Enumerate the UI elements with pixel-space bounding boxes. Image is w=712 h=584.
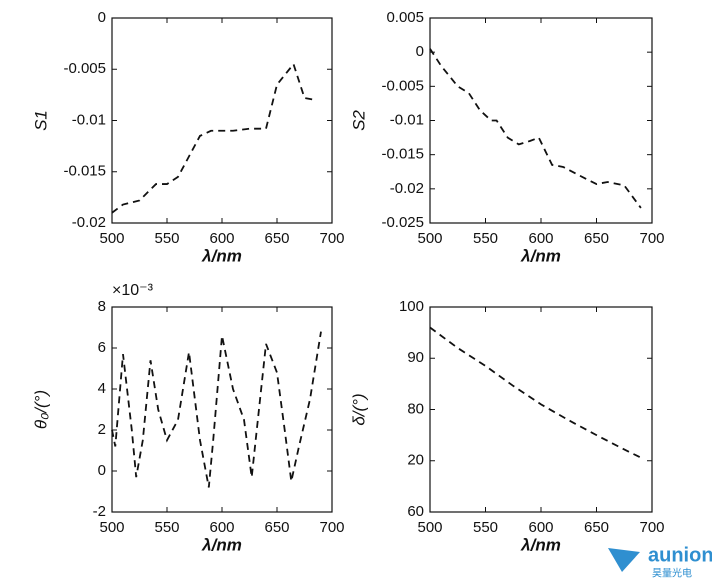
data-line	[429, 48, 642, 209]
axes-box	[111, 17, 333, 224]
x-axis-label: λ/nm	[520, 246, 561, 265]
x-tick-label: 650	[264, 519, 289, 536]
x-tick-label: 500	[417, 519, 442, 536]
x-axis-label: λ/nm	[201, 246, 242, 265]
axes-box	[429, 306, 653, 513]
y-tick-label: -0.01	[72, 111, 106, 128]
x-tick-label: 650	[584, 519, 609, 536]
x-tick-label: 700	[639, 230, 664, 247]
y-tick-label: 0	[416, 43, 424, 60]
data-line	[429, 326, 642, 459]
y-axis-label: θ₀/(°)	[31, 390, 50, 429]
y-axis-label: δ/(°)	[349, 393, 368, 425]
y-tick-label: 0.005	[386, 9, 424, 26]
y-tick-label: -0.015	[63, 163, 106, 180]
y-tick-label: -0.02	[72, 214, 106, 231]
y-tick-label: 80	[407, 400, 424, 417]
x-tick-label: 700	[319, 519, 344, 536]
y-tick-label: -0.01	[390, 111, 424, 128]
x-tick-label: 550	[473, 519, 498, 536]
x-axis-label: λ/nm	[520, 535, 561, 554]
y-tick-label: -0.02	[390, 180, 424, 197]
x-tick-label: 550	[154, 230, 179, 247]
x-tick-label: 600	[528, 230, 553, 247]
watermark-sub: 昊量光电	[652, 567, 692, 580]
x-tick-label: 700	[639, 519, 664, 536]
y-tick-label: -0.005	[63, 60, 106, 77]
y-tick-label: 60	[407, 503, 424, 520]
y-tick-label: 4	[98, 380, 106, 397]
axis-multiplier: ×10⁻³	[112, 282, 154, 299]
x-tick-label: 500	[99, 519, 124, 536]
y-axis-label: S2	[349, 110, 368, 131]
y-tick-label: -0.025	[381, 214, 424, 231]
axes-box	[429, 17, 653, 224]
y-tick-label: 100	[399, 298, 424, 315]
y-tick-label: -0.005	[381, 77, 424, 94]
watermark-icon	[608, 548, 640, 572]
data-line	[111, 331, 322, 488]
x-tick-label: 600	[528, 519, 553, 536]
y-axis-label: S1	[31, 110, 50, 131]
watermark: aunion	[648, 544, 712, 566]
y-tick-label: -0.015	[381, 146, 424, 163]
y-tick-label: 2	[98, 421, 106, 438]
x-tick-label: 550	[473, 230, 498, 247]
y-tick-label: 0	[98, 9, 106, 26]
y-tick-label: 8	[98, 298, 106, 315]
x-axis-label: λ/nm	[201, 535, 242, 554]
y-tick-label: 90	[407, 349, 424, 366]
x-tick-label: 700	[319, 230, 344, 247]
x-tick-label: 600	[209, 230, 234, 247]
x-tick-label: 650	[264, 230, 289, 247]
x-tick-label: 550	[154, 519, 179, 536]
y-tick-label: -2	[93, 503, 106, 520]
y-tick-label: 6	[98, 339, 106, 356]
data-line	[111, 62, 316, 214]
x-tick-label: 500	[99, 230, 124, 247]
x-tick-label: 500	[417, 230, 442, 247]
x-tick-label: 650	[584, 230, 609, 247]
y-tick-label: 20	[407, 452, 424, 469]
y-tick-label: 0	[98, 462, 106, 479]
x-tick-label: 600	[209, 519, 234, 536]
